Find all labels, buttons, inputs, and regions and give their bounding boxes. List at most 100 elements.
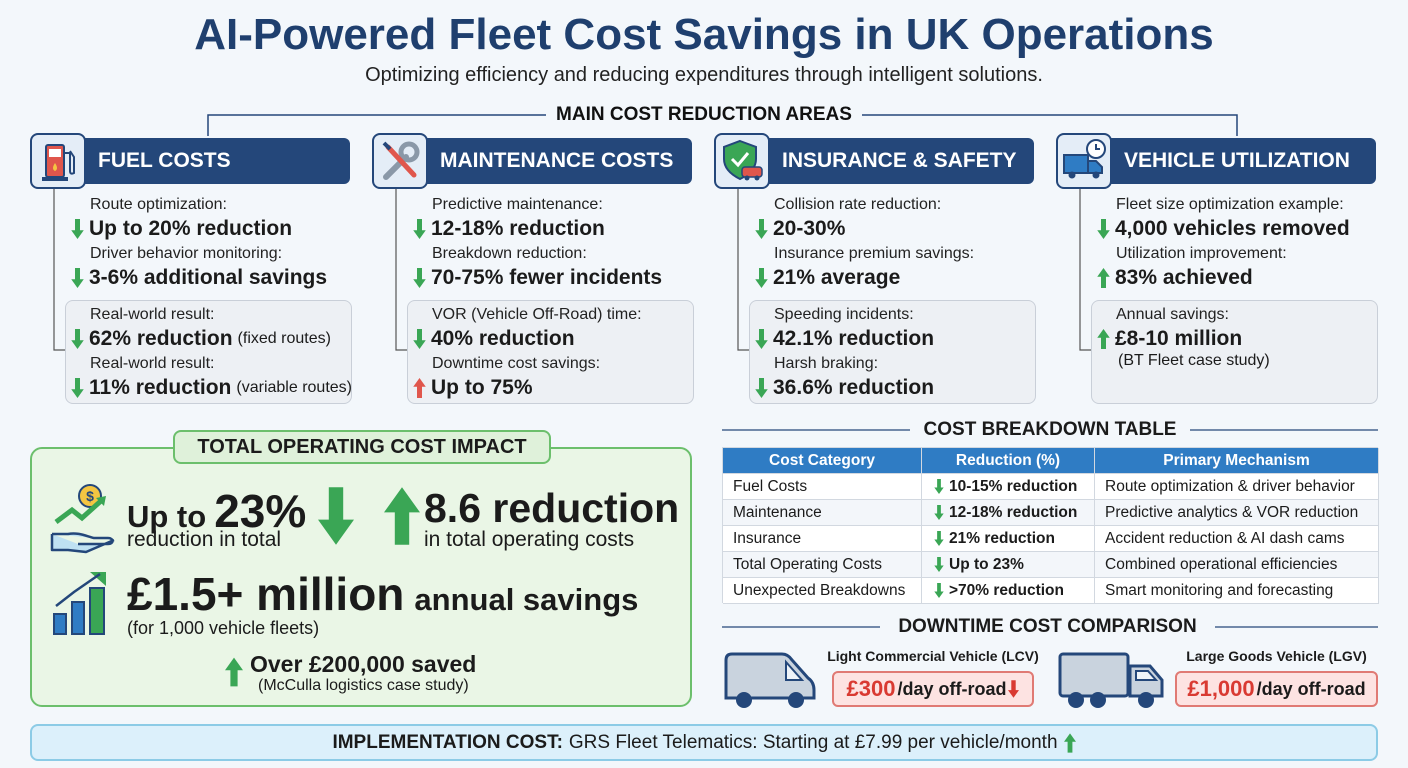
reduction-value: 10-15% reduction (949, 477, 1078, 495)
result-box (407, 300, 694, 404)
trend-arrow (934, 557, 944, 572)
price-value: £1,000 (1187, 676, 1255, 701)
trend-arrow (413, 219, 426, 239)
table-cell: Predictive analytics & VOR reduction (1095, 500, 1379, 526)
item-label: Speeding incidents: (774, 306, 914, 323)
item-label: Harsh braking: (774, 355, 879, 372)
item-label: Downtime cost savings: (432, 355, 601, 372)
item-value-row: 83% achieved (1097, 266, 1253, 290)
table-cell: Combined operational efficiencies (1095, 552, 1379, 578)
card-connector (1079, 180, 1094, 351)
table-cell: Total Operating Costs (723, 552, 922, 578)
item-label: Annual savings: (1116, 306, 1229, 323)
item-value-row: Up to 20% reduction (71, 217, 292, 241)
trend-arrow (755, 268, 768, 288)
table-header-cell: Reduction (%) (922, 448, 1095, 474)
item-value: Up to 20% reduction (89, 217, 293, 240)
card-icon (42, 144, 75, 181)
card-icon (1063, 139, 1106, 179)
item-label: Real-world result: (90, 355, 215, 372)
item-value: 21% average (773, 266, 901, 289)
big-down-arrow (318, 487, 354, 545)
table-cell: Up to 23% (922, 552, 1095, 578)
price-unit: /day off-road (1256, 678, 1366, 699)
item-value-row: 62% reduction (fixed routes) (71, 327, 331, 351)
section-heading-wrap: MAIN COST REDUCTION AREAS (0, 104, 1408, 126)
result-box (1091, 300, 1378, 404)
case-value: Over £200,000 saved (250, 651, 477, 677)
table-cell: 21% reduction (922, 526, 1095, 552)
headline-caption: reduction in total (127, 528, 282, 551)
savings-suffix: annual savings (414, 582, 639, 617)
trend-arrow (413, 378, 426, 398)
vehicle-label: Large Goods Vehicle (LGV) (1186, 648, 1367, 664)
trend-arrow (934, 479, 944, 494)
item-value: £8-10 million (1115, 327, 1243, 350)
item-label: VOR (Vehicle Off-Road) time: (432, 306, 642, 323)
table-cell: 10-15% reduction (922, 474, 1095, 500)
item-note: (BT Fleet case study) (1118, 352, 1270, 369)
truck-icon (1058, 652, 1164, 708)
trend-arrow (1097, 329, 1110, 349)
item-label: Route optimization: (90, 196, 227, 213)
item-label: Collision rate reduction: (774, 196, 942, 213)
item-label: Utilization improvement: (1116, 245, 1287, 262)
trend-arrow (71, 378, 84, 398)
svg-text:$: $ (86, 488, 94, 504)
card-icon (723, 139, 763, 181)
trend-arrow (934, 531, 944, 546)
hand-coin-icon: $ (50, 484, 115, 554)
item-value-row: 36.6% reduction (755, 376, 934, 400)
headline-prefix: Up to (127, 499, 207, 534)
item-value-row: 20-30% (755, 217, 845, 241)
table-cell: Fuel Costs (723, 474, 922, 500)
table-cell: Smart monitoring and forecasting (1095, 578, 1379, 604)
trend-arrow (755, 329, 768, 349)
table-cell: >70% reduction (922, 578, 1095, 604)
table-title: COST BREAKDOWN TABLE (923, 419, 1177, 440)
item-value: 3-6% additional savings (89, 266, 328, 289)
table-cell: Unexpected Breakdowns (723, 578, 922, 604)
reduction-value: Up to 23% (949, 555, 1024, 573)
item-label: Breakdown reduction: (432, 245, 587, 262)
item-value: Up to 75% (431, 376, 533, 399)
reduction-value: 21% reduction (949, 529, 1055, 547)
trend-arrow (755, 378, 768, 398)
item-value-row: 11% reduction (variable routes) (71, 376, 352, 400)
item-value-row: 70-75% fewer incidents (413, 266, 662, 290)
result-box (65, 300, 352, 404)
implementation-footer: IMPLEMENTATION COST: GRS Fleet Telematic… (30, 724, 1378, 761)
item-value: 42.1% reduction (773, 327, 935, 350)
case-note: (McCulla logistics case study) (258, 677, 469, 694)
table-cell: Route optimization & driver behavior (1095, 474, 1379, 500)
cost-table: Cost Category Reduction (%) Primary Mechan… (722, 447, 1379, 604)
item-value-row: 4,000 vehicles removed (1097, 217, 1350, 241)
table-cell: Accident reduction & AI dash cams (1095, 526, 1379, 552)
secondary-value: 8.6 reduction (424, 485, 680, 531)
page-title: AI-Powered Fleet Cost Savings in UK Oper… (194, 10, 1214, 59)
item-note: (fixed routes) (237, 330, 331, 347)
item-label: Predictive maintenance: (432, 196, 603, 213)
item-value: 11% reduction (89, 376, 232, 399)
item-value-row: Up to 75% (413, 376, 533, 400)
item-value: 36.6% reduction (773, 376, 935, 399)
item-value-row: £8-10 million (1097, 327, 1242, 351)
impact-title: TOTAL OPERATING COST IMPACT (173, 430, 551, 464)
item-label: Insurance premium savings: (774, 245, 975, 262)
savings-note: (for 1,000 vehicle fleets) (127, 618, 320, 638)
price-unit: /day off-road (897, 678, 1007, 699)
headline-value: 23% (214, 485, 307, 537)
item-label: Driver behavior monitoring: (90, 245, 283, 262)
case-up-arrow (225, 657, 243, 687)
trend-arrow (71, 268, 84, 288)
item-value: 70-75% fewer incidents (431, 266, 663, 289)
table-header-cell: Cost Category (723, 448, 922, 474)
reduction-value: 12-18% reduction (949, 503, 1078, 521)
van-icon (724, 652, 816, 708)
item-label: Real-world result: (90, 306, 215, 323)
trend-arrow (71, 329, 84, 349)
page-subtitle: Optimizing efficiency and reducing expen… (365, 64, 1043, 86)
item-value: 12-18% reduction (431, 217, 605, 240)
card-connector (395, 180, 410, 351)
